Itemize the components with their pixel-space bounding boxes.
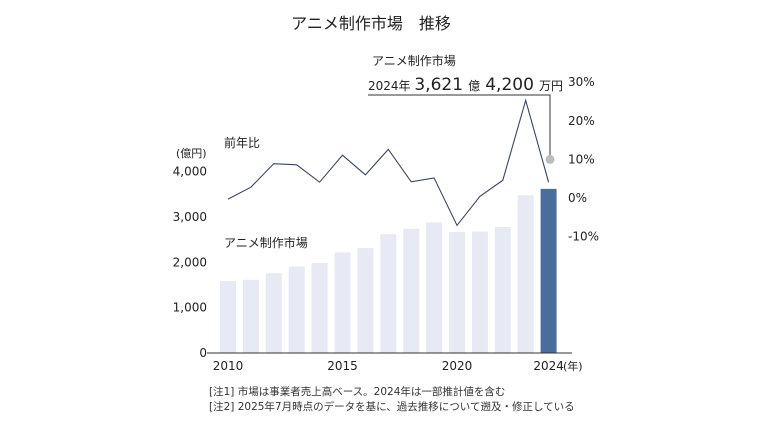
- annotation-title: アニメ制作市場: [372, 53, 456, 68]
- y-right-tick: 30%: [568, 75, 595, 89]
- annotation-year: 2024年: [368, 79, 414, 93]
- line-series-label: 前年比: [224, 135, 260, 150]
- y-right-tick: 20%: [568, 114, 595, 128]
- bar-2016: [357, 248, 374, 353]
- annotation-value: 2024年 3,621 億 4,200 万円: [368, 75, 563, 95]
- y-left-tick: 1,000: [173, 301, 207, 315]
- y-left-tick: 2,000: [173, 255, 207, 269]
- bar-2022: [494, 227, 511, 353]
- note-2: [注2] 2025年7月時点のデータを基に、過去推移について遡及・修正している: [209, 401, 575, 413]
- x-tick: 2015: [327, 359, 358, 373]
- bar-2015: [334, 252, 351, 353]
- annotation-man-unit: 万円: [539, 79, 563, 93]
- annotation-marker: [545, 154, 555, 164]
- annotation-leader: [368, 94, 551, 155]
- x-unit: (年): [563, 359, 583, 373]
- bar-2010: [220, 281, 236, 353]
- line-series: [227, 98, 550, 227]
- bar-2018: [403, 228, 420, 353]
- line-前年比: [227, 98, 550, 227]
- x-tick: 2010: [213, 359, 244, 373]
- bar-2019: [426, 222, 443, 353]
- bar-2017: [380, 234, 397, 353]
- bar-2014: [311, 263, 328, 353]
- x-tick: 2020: [442, 359, 473, 373]
- bar-2021: [471, 231, 488, 353]
- bar-2011: [242, 279, 259, 353]
- y-right-ticks: -10% 0% 10% 20% 30%: [568, 75, 599, 243]
- note-1: [注1] 市場は事業者売上高ベース。2024年は一部推計値を含む: [209, 386, 506, 398]
- annotation-man-value: 4,200: [485, 75, 534, 95]
- y-left-tick: 4,000: [173, 165, 207, 179]
- bar-2013: [288, 266, 305, 353]
- y-left-unit: (億円): [176, 147, 207, 160]
- chart-title: アニメ制作市場 推移: [291, 14, 451, 33]
- y-right-tick: 0%: [568, 191, 587, 205]
- bar-2023: [517, 195, 534, 353]
- bar-series: [220, 188, 557, 353]
- x-ticks: 2010 2015 2020 2024: [213, 359, 564, 373]
- annotation-oku-value: 3,621: [414, 75, 463, 95]
- y-right-tick: 10%: [568, 152, 595, 166]
- annotation-oku-unit: 億: [468, 79, 480, 93]
- annotation: アニメ制作市場 2024年 3,621 億 4,200 万円: [368, 53, 563, 164]
- bar-series-label: アニメ制作市場: [224, 235, 308, 250]
- y-left-ticks: 0 1,000 2,000 3,000 4,000: [173, 165, 207, 360]
- x-tick: 2024: [533, 359, 564, 373]
- y-left-tick: 0: [199, 346, 207, 360]
- y-left-tick: 3,000: [173, 210, 207, 224]
- y-right-tick: -10%: [568, 230, 599, 244]
- bar-2020: [449, 231, 465, 353]
- bar-2024: [540, 188, 557, 353]
- bar-2012: [265, 273, 282, 353]
